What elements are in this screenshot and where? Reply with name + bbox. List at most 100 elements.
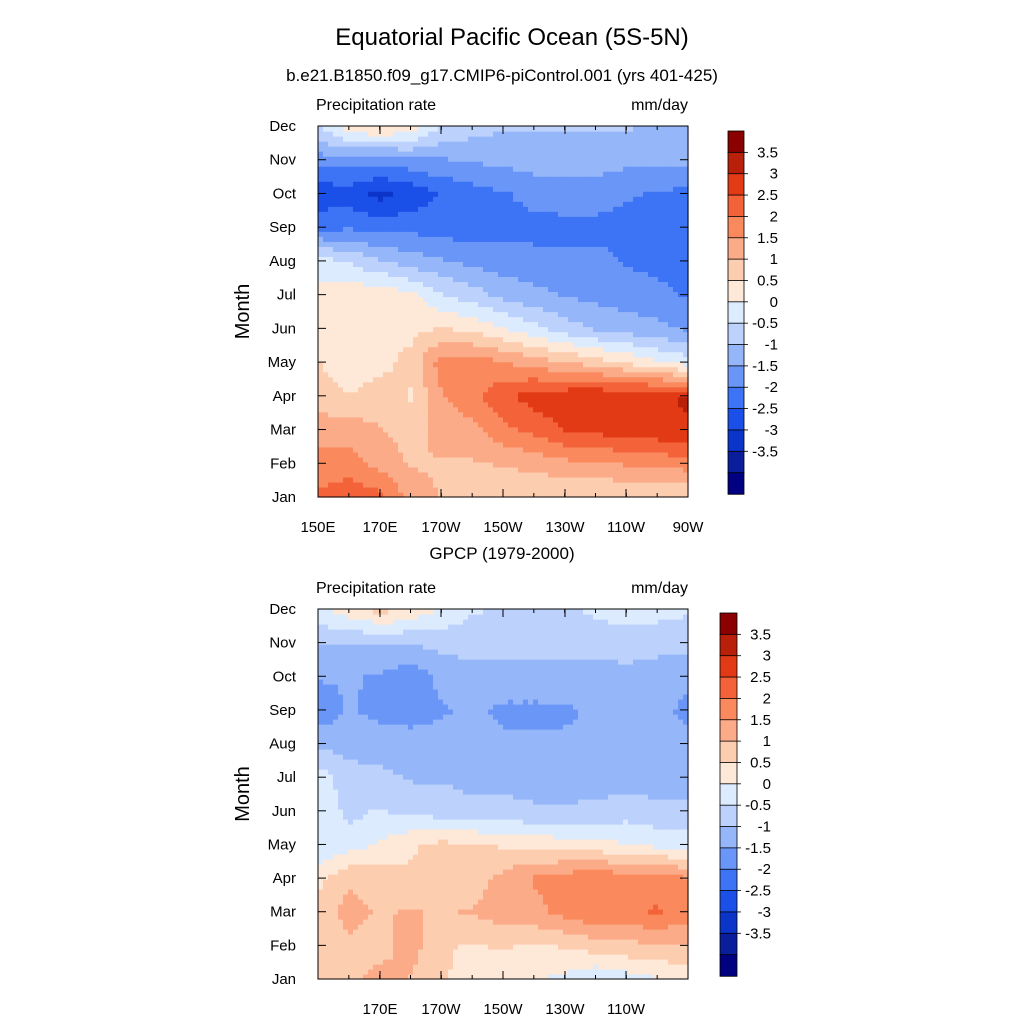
heatmap-cell [568, 266, 574, 272]
heatmap-cell [533, 221, 539, 227]
heatmap-cell [443, 276, 449, 283]
heatmap-cell [543, 306, 549, 313]
heatmap-cell [588, 161, 594, 167]
heatmap-cell [473, 381, 479, 388]
heatmap-cell [618, 291, 624, 298]
heatmap-cell [493, 171, 499, 177]
heatmap-cell [363, 491, 369, 498]
heatmap-cell [633, 411, 639, 418]
heatmap-cell [578, 171, 584, 177]
heatmap-cell [513, 486, 519, 493]
heatmap-cell [398, 396, 404, 403]
heatmap-cell [418, 171, 424, 177]
heatmap-cell [453, 211, 459, 217]
heatmap-cell [318, 286, 324, 293]
heatmap-cell [428, 356, 434, 363]
heatmap-cell [563, 236, 569, 242]
heatmap-cell [463, 366, 469, 373]
heatmap-cell [573, 391, 579, 398]
heatmap-cell [548, 351, 554, 358]
heatmap-cell [323, 326, 329, 333]
heatmap-cell [533, 176, 539, 182]
heatmap-cell [498, 421, 504, 428]
heatmap-cell [518, 276, 524, 283]
heatmap-cell [673, 246, 679, 252]
heatmap-cell [673, 261, 679, 267]
heatmap-cell [558, 271, 564, 277]
heatmap-cell [373, 386, 379, 393]
heatmap-cell [603, 261, 609, 267]
heatmap-cell [363, 176, 369, 182]
heatmap-cell [538, 186, 544, 192]
heatmap-cell [613, 286, 619, 293]
heatmap-cell [463, 266, 469, 272]
heatmap-cell [543, 301, 549, 308]
heatmap-cell [428, 271, 434, 277]
heatmap-cell [448, 231, 454, 237]
heatmap-cell [623, 466, 629, 473]
heatmap-cell [353, 436, 359, 443]
heatmap-cell [328, 351, 334, 358]
heatmap-cell [553, 371, 559, 378]
heatmap-cell [538, 276, 544, 283]
heatmap-cell [483, 271, 489, 277]
heatmap-cell [328, 451, 334, 458]
heatmap-cell [338, 411, 344, 418]
heatmap-cell [408, 321, 414, 328]
heatmap-cell [463, 226, 469, 232]
heatmap-cell [488, 376, 494, 383]
heatmap-cell [668, 306, 674, 313]
heatmap-cell [513, 241, 519, 247]
heatmap-cell [453, 311, 459, 318]
heatmap-cell [438, 366, 444, 373]
heatmap-cell [553, 426, 559, 433]
heatmap-cell [648, 181, 654, 187]
heatmap-cell [618, 491, 624, 498]
heatmap-cell [443, 451, 449, 458]
heatmap-cell [563, 221, 569, 227]
heatmap-cell [408, 216, 414, 222]
heatmap-cell [358, 386, 364, 393]
heatmap-cell [668, 166, 674, 172]
heatmap-cell [403, 336, 409, 343]
heatmap-cell [463, 386, 469, 393]
heatmap-cell [468, 231, 474, 237]
heatmap-cell [533, 286, 539, 293]
heatmap-cell [348, 186, 354, 192]
heatmap-cell [548, 266, 554, 272]
heatmap-cell [548, 346, 554, 353]
heatmap-cell [558, 366, 564, 373]
heatmap-cell [338, 261, 344, 267]
heatmap-cell [628, 301, 634, 308]
heatmap-cell [443, 481, 449, 488]
heatmap-cell [423, 296, 429, 303]
heatmap-cell [318, 236, 324, 242]
heatmap-cell [383, 326, 389, 333]
heatmap-cell [408, 206, 414, 212]
heatmap-cell [488, 296, 494, 303]
heatmap-cell [498, 411, 504, 418]
heatmap-cell [343, 311, 349, 318]
heatmap-cell [653, 266, 659, 272]
heatmap-cell [648, 311, 654, 318]
heatmap-cell [413, 326, 419, 333]
heatmap-cell [558, 416, 564, 423]
heatmap-cell [618, 301, 624, 308]
heatmap-cell [373, 311, 379, 318]
heatmap-cell [543, 376, 549, 383]
heatmap-cell [363, 286, 369, 293]
heatmap-cell [683, 186, 689, 192]
heatmap-cell [323, 461, 329, 468]
heatmap-cell [683, 386, 689, 393]
heatmap-cell [358, 196, 364, 202]
heatmap-cell [678, 286, 684, 293]
heatmap-cell [683, 381, 689, 388]
heatmap-cell [483, 491, 489, 498]
heatmap-cell [593, 166, 599, 172]
heatmap-cell [423, 376, 429, 383]
heatmap-cell [378, 311, 384, 318]
heatmap-cell [383, 281, 389, 288]
heatmap-cell [573, 196, 579, 202]
heatmap-cell [528, 396, 534, 403]
heatmap-cell [538, 341, 544, 348]
